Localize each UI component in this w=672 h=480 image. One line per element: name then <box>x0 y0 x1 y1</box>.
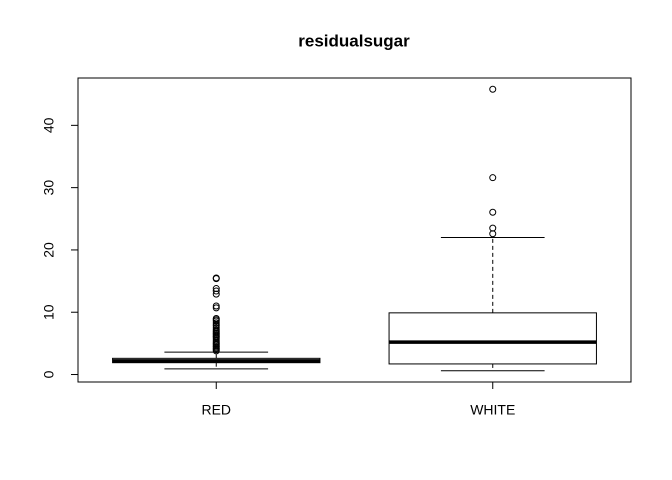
outlier <box>489 208 497 216</box>
plot-frame <box>77 77 632 383</box>
outlier <box>212 324 220 332</box>
x-tick-label: RED <box>201 402 231 418</box>
outlier <box>212 304 220 312</box>
outlier <box>489 85 497 93</box>
y-tick-label: 30 <box>41 180 57 196</box>
outlier <box>212 302 220 310</box>
y-tick-label: 0 <box>41 370 57 378</box>
outlier <box>212 274 220 282</box>
outlier <box>212 287 220 295</box>
chart-title: residualsugar <box>298 31 410 50</box>
x-tick-label: WHITE <box>470 402 515 418</box>
outlier <box>212 285 220 293</box>
outlier <box>212 314 220 322</box>
y-tick-label: 20 <box>41 242 57 258</box>
outlier <box>212 326 220 334</box>
y-tick-label: 40 <box>41 117 57 133</box>
box <box>388 312 597 365</box>
outlier <box>212 319 220 327</box>
outlier <box>489 224 497 232</box>
y-tick-label: 10 <box>41 304 57 320</box>
outlier <box>489 174 497 182</box>
